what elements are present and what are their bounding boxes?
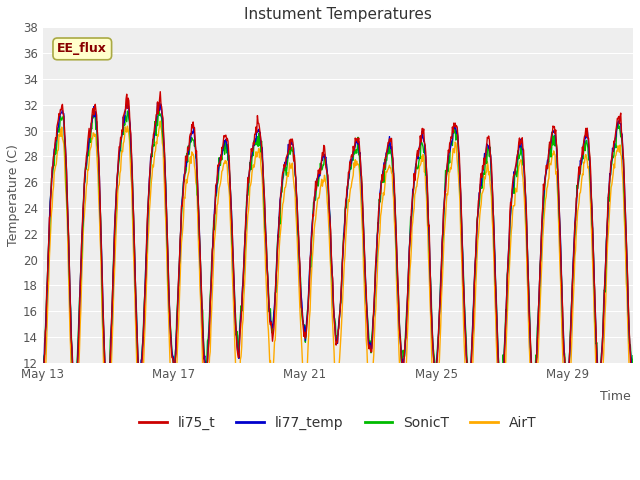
Text: EE_flux: EE_flux — [58, 42, 108, 55]
X-axis label: Time: Time — [600, 390, 630, 403]
Y-axis label: Temperature (C): Temperature (C) — [7, 144, 20, 246]
Legend: li75_t, li77_temp, SonicT, AirT: li75_t, li77_temp, SonicT, AirT — [133, 410, 543, 435]
Title: Instument Temperatures: Instument Temperatures — [244, 7, 432, 22]
